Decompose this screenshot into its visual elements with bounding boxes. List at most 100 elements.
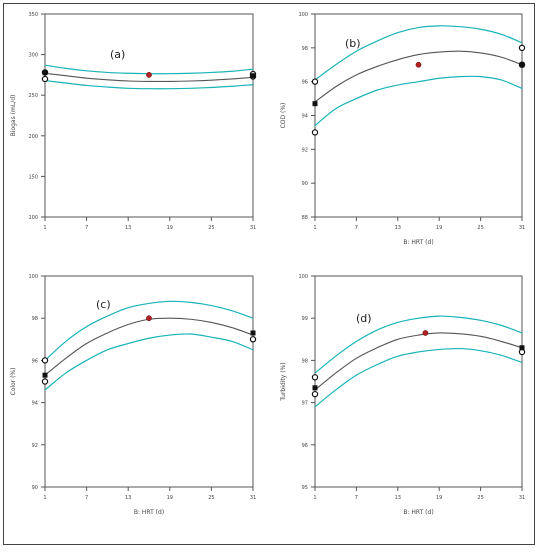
design-point-square <box>250 330 256 336</box>
panel-label: (a) <box>110 48 125 61</box>
x-tick-label: 13 <box>125 225 131 231</box>
design-point-open <box>249 336 257 343</box>
x-tick-label: 25 <box>477 225 483 231</box>
y-tick-label: 100 <box>28 215 38 221</box>
x-tick-label: 1 <box>43 225 46 231</box>
x-tick-label: 7 <box>355 495 358 501</box>
y-tick-label: 94 <box>32 401 38 407</box>
x-tick-label: 31 <box>519 495 525 501</box>
x-tick-label: 7 <box>85 225 88 231</box>
y-axis-label: COD (%) <box>280 103 287 129</box>
y-tick-label: 96 <box>32 358 38 364</box>
panel-label: (d) <box>356 312 372 325</box>
confidence-band-upper <box>314 315 523 374</box>
y-axis-label: Turbidity (%) <box>280 362 287 401</box>
chart-panel-3: 90 92 94 96 98 100 1 7 13 19 25 31 B: HRT (d) Color (… <box>10 274 257 516</box>
design-point-square <box>312 101 318 107</box>
y-tick-label: 97 <box>302 401 308 407</box>
y-tick-label: 250 <box>28 93 38 99</box>
y-tick-label: 88 <box>302 215 308 221</box>
y-tick-label: 200 <box>28 134 38 140</box>
x-tick-label: 31 <box>519 225 525 231</box>
confidence-band-upper <box>314 25 523 81</box>
design-point-open <box>311 78 319 85</box>
confidence-band-upper <box>44 300 254 361</box>
x-tick-label: 19 <box>436 225 442 231</box>
y-axis-label: Color (%) <box>10 368 17 396</box>
design-point-square <box>42 69 48 75</box>
x-axis-label: B: HRT (d) <box>403 509 433 516</box>
y-tick-label: 100 <box>28 274 38 280</box>
fit-line <box>44 72 254 82</box>
x-tick-label: 25 <box>208 495 214 501</box>
chart-panel-1: 100 150 200 250 300 350 1 7 13 19 25 31 Biogas (mL/d… <box>10 12 257 231</box>
x-tick-label: 25 <box>477 495 483 501</box>
plot-area-frame <box>314 275 523 488</box>
design-point-open <box>311 390 319 398</box>
design-point-open <box>41 378 49 385</box>
design-point-center <box>415 61 422 68</box>
x-tick-label: 19 <box>436 495 442 501</box>
y-tick-label: 92 <box>302 147 308 153</box>
x-tick-label: 13 <box>395 495 401 501</box>
design-point-square <box>250 73 256 79</box>
y-tick-label: 96 <box>302 443 308 449</box>
chart-panel-4: 95 96 97 98 99 100 1 7 13 19 25 31 B: HRT (d) Turbidi… <box>280 274 526 516</box>
y-tick-label: 96 <box>302 80 308 86</box>
x-tick-label: 7 <box>85 495 88 501</box>
y-tick-label: 98 <box>302 358 308 364</box>
y-axis-label: Biogas (mL/d) <box>10 95 17 137</box>
y-tick-label: 90 <box>32 485 38 491</box>
x-tick-label: 31 <box>250 225 256 231</box>
confidence-band-lower <box>314 75 523 127</box>
x-tick-label: 13 <box>125 495 131 501</box>
design-point-square <box>519 62 525 68</box>
design-point-center <box>146 315 152 322</box>
x-tick-label: 19 <box>167 225 173 231</box>
y-tick-label: 92 <box>32 443 38 449</box>
y-tick-label: 350 <box>28 12 38 18</box>
design-point-center <box>422 330 429 336</box>
x-axis-label: B: HRT (d) <box>134 509 164 516</box>
x-tick-label: 19 <box>167 495 173 501</box>
x-tick-label: 13 <box>395 225 401 231</box>
y-tick-label: 99 <box>302 316 308 322</box>
x-tick-label: 25 <box>208 225 214 231</box>
x-tick-label: 1 <box>43 495 46 501</box>
confidence-band-lower <box>44 333 254 391</box>
design-point-open <box>41 357 49 364</box>
confidence-band-lower <box>314 347 523 408</box>
y-tick-label: 98 <box>302 46 308 52</box>
x-tick-label: 31 <box>250 495 256 501</box>
x-axis-label: B: HRT (d) <box>403 239 433 246</box>
x-tick-label: 1 <box>313 495 316 501</box>
design-point-open <box>311 129 319 136</box>
y-tick-label: 300 <box>28 53 38 59</box>
y-tick-label: 100 <box>298 274 308 280</box>
y-tick-label: 90 <box>302 181 308 187</box>
panel-label: (c) <box>96 298 111 311</box>
y-tick-label: 95 <box>302 485 308 491</box>
fit-line <box>314 50 523 103</box>
design-point-center <box>146 72 152 78</box>
figure-border <box>3 3 535 545</box>
panel-label: (b) <box>345 37 361 50</box>
design-point-square <box>42 372 48 378</box>
fit-line <box>314 332 523 391</box>
chart-panel-2: 88 90 92 94 96 98 100 1 7 13 19 25 31 B: HRT (d) COD (… <box>280 12 526 246</box>
y-tick-label: 150 <box>28 174 38 180</box>
design-point-open <box>41 75 49 83</box>
y-tick-label: 98 <box>32 316 38 322</box>
y-tick-label: 100 <box>298 12 308 18</box>
x-tick-label: 7 <box>355 225 358 231</box>
plot-area-frame <box>44 13 254 218</box>
confidence-band-lower <box>44 79 254 90</box>
design-point-open <box>518 44 526 52</box>
y-tick-label: 94 <box>302 114 308 120</box>
x-tick-label: 1 <box>313 225 316 231</box>
design-point-open <box>311 374 319 381</box>
design-point-square <box>312 385 318 391</box>
design-point-square <box>519 345 525 351</box>
